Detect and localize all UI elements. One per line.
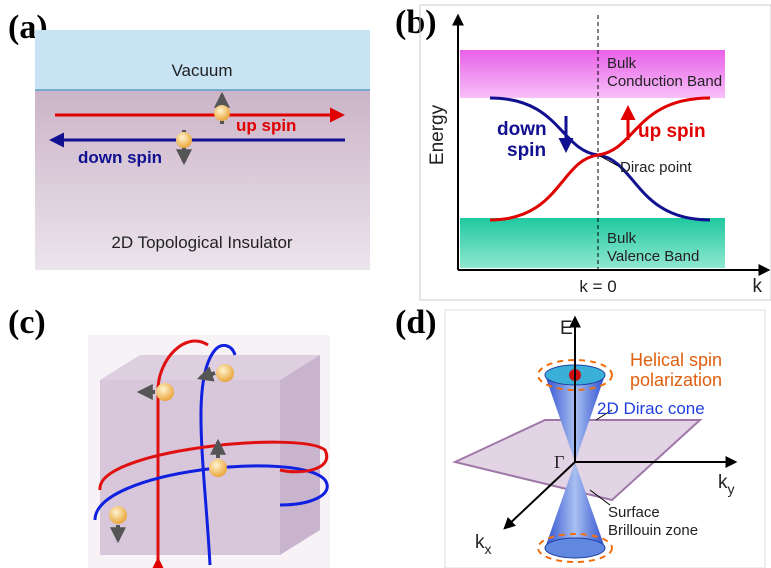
helical-label: polarization bbox=[630, 370, 722, 390]
electron bbox=[109, 506, 127, 524]
ky-label: ky bbox=[718, 472, 735, 497]
page: (a) Vacuum up spin down spin 2D Topologi… bbox=[0, 0, 771, 568]
down-spin-label: spin bbox=[507, 140, 546, 161]
cube-side bbox=[280, 355, 320, 555]
electron bbox=[209, 459, 227, 477]
kx-sub: x bbox=[485, 541, 492, 557]
down-spin-label: down spin bbox=[78, 148, 162, 167]
electron bbox=[176, 132, 192, 148]
conduction-label: Conduction Band bbox=[607, 73, 722, 90]
vacuum-label: Vacuum bbox=[171, 61, 232, 80]
k-zero-label: k = 0 bbox=[579, 277, 616, 296]
panel-label: (b) bbox=[395, 4, 437, 41]
kx-base: k bbox=[475, 532, 485, 553]
cone-bottom bbox=[545, 538, 605, 558]
down-spin-label: down bbox=[497, 119, 547, 140]
material-label: 2D Topological Insulator bbox=[111, 233, 292, 252]
up-spin-label: up spin bbox=[236, 116, 296, 135]
electron bbox=[156, 383, 174, 401]
panel-label: (d) bbox=[395, 304, 437, 341]
cube-front bbox=[100, 380, 280, 555]
panel-label: (c) bbox=[8, 304, 46, 341]
ky-base: k bbox=[718, 472, 728, 493]
ky-sub: y bbox=[728, 481, 735, 497]
conduction-label: Bulk bbox=[607, 55, 637, 72]
x-axis-label: k bbox=[753, 276, 763, 297]
zone-label: Brillouin zone bbox=[608, 522, 698, 539]
electron bbox=[214, 105, 230, 121]
y-axis-label: Energy bbox=[427, 104, 448, 165]
up-spin-label: up spin bbox=[638, 121, 706, 142]
e-axis-label: E bbox=[560, 318, 573, 339]
kx-label: kx bbox=[475, 532, 492, 557]
cone-label: 2D Dirac cone bbox=[597, 399, 705, 418]
dirac-point-label: Dirac point bbox=[620, 159, 693, 176]
gamma-label: Γ bbox=[554, 452, 564, 472]
valence-label: Valence Band bbox=[607, 248, 699, 265]
valence-label: Bulk bbox=[607, 230, 637, 247]
electron bbox=[216, 364, 234, 382]
helical-label: Helical spin bbox=[630, 350, 722, 370]
zone-label: Surface bbox=[608, 504, 660, 521]
figure: (a) Vacuum up spin down spin 2D Topologi… bbox=[0, 0, 771, 568]
vacuum-region bbox=[35, 30, 370, 90]
